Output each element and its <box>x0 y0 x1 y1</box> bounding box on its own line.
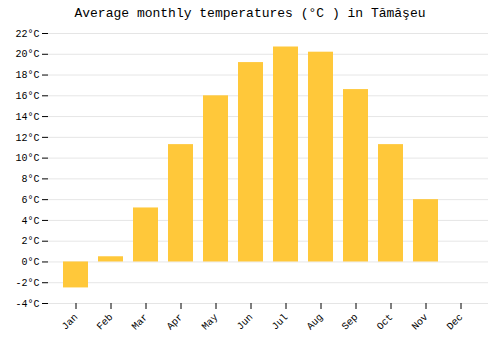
svg-text:Aug: Aug <box>305 312 326 333</box>
svg-text:-2°C: -2°C <box>15 278 39 289</box>
svg-text:16°C: 16°C <box>15 91 39 102</box>
svg-text:Feb: Feb <box>95 312 116 333</box>
html-text:Average monthly temperatures (: Average monthly temperatures (°C ) in Tă… <box>74 6 426 21</box>
svg-text:-4°C: -4°C <box>15 299 39 310</box>
svg-text:Dec: Dec <box>445 312 466 333</box>
svg-text:22°C: 22°C <box>15 29 39 40</box>
svg-text:Jun: Jun <box>235 312 256 333</box>
svg-text:6°C: 6°C <box>21 195 39 206</box>
svg-text:Sep: Sep <box>340 312 361 333</box>
svg-text:Oct: Oct <box>375 312 396 333</box>
svg-text:Mar: Mar <box>130 312 151 333</box>
svg-text:4°C: 4°C <box>21 216 39 227</box>
svg-text:0°C: 0°C <box>21 257 39 268</box>
svg-text:2°C: 2°C <box>21 236 39 247</box>
svg-text:Jul: Jul <box>270 312 291 333</box>
svg-text:10°C: 10°C <box>15 153 39 164</box>
svg-text:May: May <box>200 312 221 333</box>
svg-text:12°C: 12°C <box>15 133 39 144</box>
svg-text:18°C: 18°C <box>15 70 39 81</box>
svg-text:8°C: 8°C <box>21 174 39 185</box>
svg-text:20°C: 20°C <box>15 49 39 60</box>
svg-text:Nov: Nov <box>410 312 431 333</box>
svg-text:14°C: 14°C <box>15 112 39 123</box>
svg-text:Jan: Jan <box>60 312 81 333</box>
svg-text:Apr: Apr <box>165 312 186 333</box>
